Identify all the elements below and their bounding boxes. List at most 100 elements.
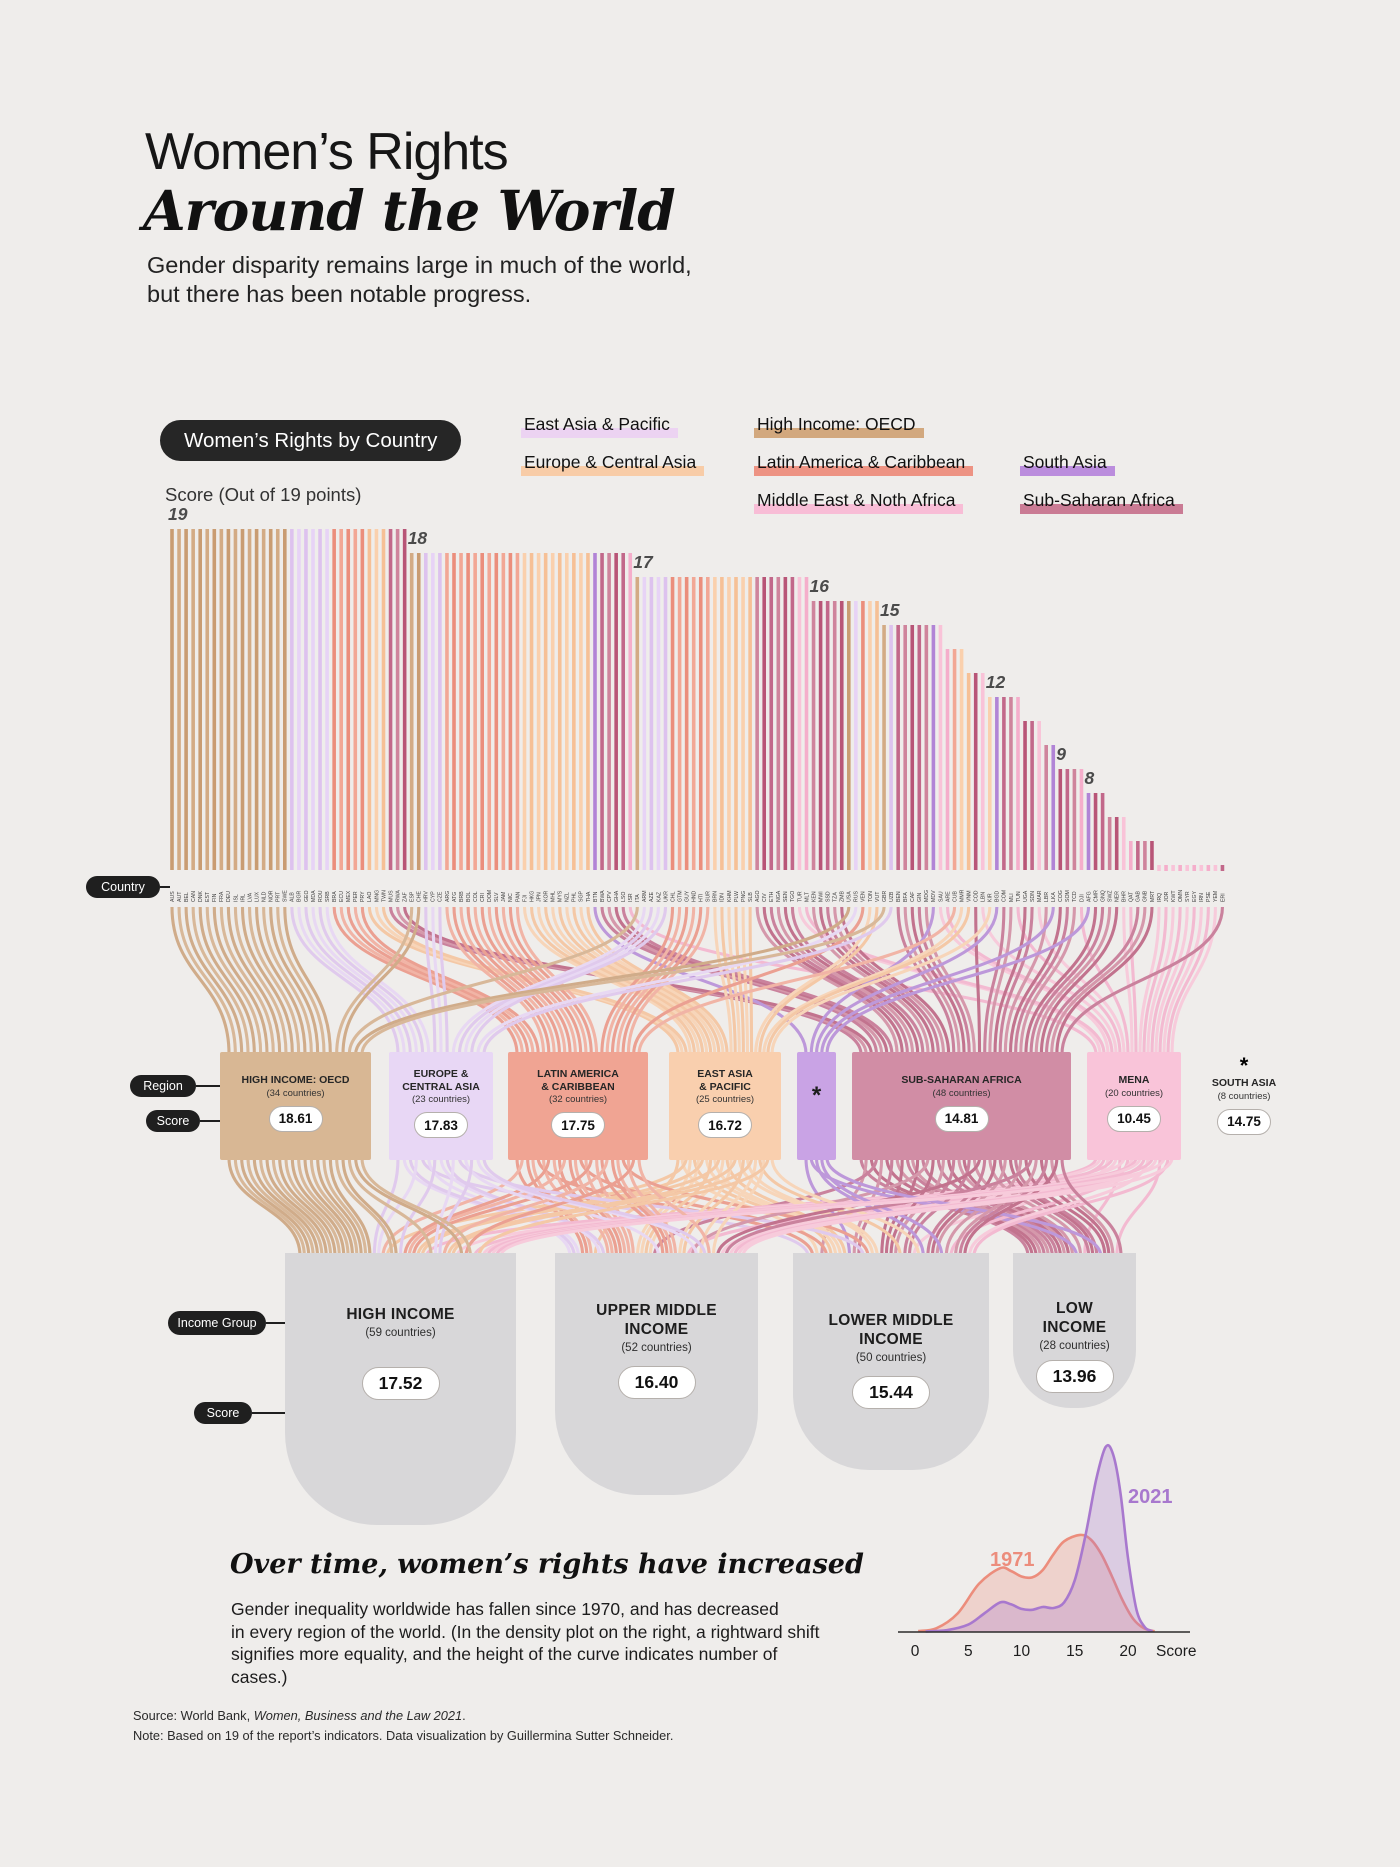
legend-item: Latin America & Caribbean [754, 451, 974, 476]
income-name: HIGH INCOME [346, 1306, 455, 1323]
subtitle-line2: but there has been notable progress. [147, 281, 532, 307]
density-x-tick: 15 [1066, 1643, 1083, 1660]
svg-text:LSO: LSO [621, 892, 627, 902]
density-x-tick: 10 [1013, 1643, 1031, 1660]
page-title: Women’s Rights [145, 123, 509, 181]
region-node-A: * [797, 1052, 836, 1160]
svg-text:GUY: GUY [684, 890, 690, 902]
svg-text:NZL: NZL [565, 892, 571, 902]
south-asia-name: SOUTH ASIA [1211, 1077, 1277, 1089]
income-sub: (28 countries) [1039, 1340, 1110, 1352]
svg-text:GBR: GBR [882, 891, 888, 902]
svg-text:SAU: SAU [938, 891, 944, 902]
legend-item: Sub-Saharan Africa [1020, 489, 1183, 514]
country-axis-pill: Country [86, 876, 160, 898]
svg-text:UKR: UKR [663, 891, 669, 902]
south-asia-sub: (8 countries) [1217, 1090, 1271, 1102]
svg-text:MEX: MEX [346, 890, 352, 902]
region-sub: (23 countries) [411, 1094, 471, 1105]
svg-text:TON: TON [868, 891, 874, 902]
svg-text:AUS: AUS [170, 891, 176, 902]
region-score-pill: Score [146, 1110, 200, 1132]
income-node-LOW: LOW INCOME (28 countries) 13.96 [1013, 1253, 1136, 1408]
svg-text:ERI: ERI [1220, 893, 1226, 902]
svg-text:CAN: CAN [191, 891, 197, 902]
svg-text:TWN: TWN [381, 890, 387, 902]
svg-text:CYP: CYP [431, 891, 437, 902]
svg-text:KHM: KHM [727, 890, 733, 902]
svg-text:CMR: CMR [1093, 890, 1099, 902]
svg-text:MLT: MLT [804, 891, 810, 902]
svg-text:IRL: IRL [240, 894, 246, 902]
bottom-body-line3: signifies more equality, and the height … [231, 1644, 778, 1687]
svg-text:PLW: PLW [734, 891, 740, 902]
svg-text:HKG: HKG [529, 891, 535, 902]
score-axis-label: 16 [810, 576, 830, 596]
svg-text:ATG: ATG [452, 892, 458, 902]
svg-text:FIN: FIN [212, 893, 218, 902]
svg-text:HTI: HTI [699, 894, 705, 902]
score-axis-label: 18 [408, 528, 428, 548]
svg-text:COG: COG [1058, 890, 1064, 902]
svg-text:AUT: AUT [177, 891, 183, 902]
svg-text:KEN: KEN [811, 891, 817, 902]
svg-text:CUB: CUB [952, 891, 958, 902]
income-score-pill: Score [194, 1402, 252, 1424]
svg-text:JOR: JOR [1164, 891, 1170, 902]
svg-text:USA: USA [847, 891, 853, 902]
svg-text:PRY: PRY [360, 891, 366, 902]
legend-item: Europe & Central Asia [521, 451, 705, 476]
score-axis-label: 8 [1085, 768, 1095, 788]
subtitle-line1: Gender disparity remains large in much o… [147, 252, 692, 278]
income-node-LMI: LOWER MIDDLE INCOME (50 countries) 15.44 [793, 1253, 989, 1470]
svg-text:PHL: PHL [572, 892, 578, 902]
region-sub: (48 countries) [932, 1087, 991, 1099]
svg-text:KAZ: KAZ [656, 892, 662, 902]
svg-text:LVA: LVA [247, 892, 253, 902]
region-axis-connector [196, 1085, 220, 1087]
svg-text:BRB: BRB [459, 891, 465, 902]
svg-text:MDV: MDV [931, 890, 937, 902]
svg-text:BWA: BWA [600, 890, 606, 902]
page-title-serif: Around the World [143, 178, 676, 243]
svg-text:THA: THA [586, 891, 592, 902]
south-asia-asterisk: * [1239, 1053, 1249, 1078]
score-axis-label: 15 [880, 600, 900, 620]
region-sub: (20 countries) [1104, 1087, 1164, 1099]
bottom-body: Gender inequality worldwide has fallen s… [231, 1598, 831, 1688]
svg-text:MHL: MHL [551, 891, 557, 902]
svg-text:IRQ: IRQ [1157, 893, 1163, 902]
svg-text:QAT: QAT [1129, 891, 1135, 902]
footer-source: Source: World Bank, Women, Business and … [133, 1708, 466, 1723]
svg-text:LBN: LBN [981, 892, 987, 902]
footer: Source: World Bank, Women, Business and … [133, 1706, 673, 1746]
svg-text:KOR: KOR [543, 891, 549, 902]
bottom-body-line1: Gender inequality worldwide has fallen s… [231, 1599, 779, 1619]
svg-text:MWI: MWI [818, 891, 824, 902]
svg-text:BEL: BEL [184, 892, 190, 902]
svg-text:SRB: SRB [325, 891, 331, 902]
svg-text:CPV: CPV [607, 891, 613, 902]
svg-text:ETH: ETH [769, 891, 775, 902]
svg-text:SDN: SDN [1030, 891, 1036, 902]
svg-text:ISL: ISL [233, 894, 239, 902]
region-node-P: EAST ASIA & PACIFIC (25 countries) 16.72 [669, 1052, 781, 1160]
svg-text:SWE: SWE [283, 890, 289, 902]
legend-item: East Asia & Pacific [521, 413, 678, 438]
svg-text:MYS: MYS [558, 890, 564, 902]
svg-text:PAN: PAN [515, 891, 521, 902]
density-plot: 0 5 10 15 20 Score 1971 2021 [898, 1443, 1197, 1660]
svg-text:MMR: MMR [959, 889, 965, 902]
income-score: 15.44 [852, 1376, 930, 1409]
svg-text:NLD: NLD [261, 891, 267, 902]
svg-text:LKA: LKA [1051, 892, 1057, 902]
income-group-axis-pill: Income Group [168, 1311, 266, 1335]
svg-text:AZE: AZE [649, 891, 655, 902]
region-sub: (25 countries) [695, 1094, 755, 1105]
score-axis-label: 19 [168, 504, 188, 524]
region-score: 17.75 [551, 1112, 605, 1138]
svg-text:SSD: SSD [825, 891, 831, 902]
south-asia-score: 14.75 [1217, 1108, 1271, 1135]
svg-text:IDN: IDN [720, 893, 726, 902]
svg-text:GHA: GHA [614, 890, 620, 902]
